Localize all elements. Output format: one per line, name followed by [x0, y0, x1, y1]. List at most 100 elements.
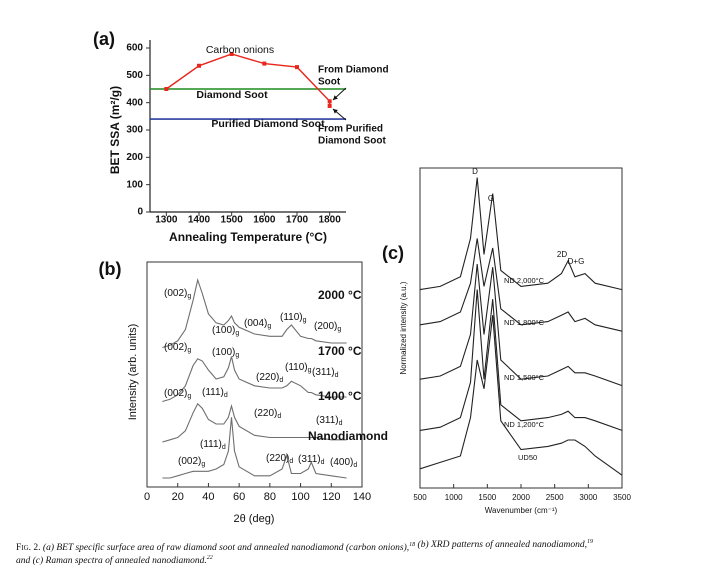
annotation-text: (111)	[202, 387, 224, 398]
point	[229, 52, 234, 57]
series-line	[419, 177, 623, 291]
point	[164, 87, 169, 91]
annotation-sub: d	[289, 458, 293, 465]
annotation-text: (110)	[285, 362, 308, 373]
annotation-sub: g	[187, 347, 191, 354]
annotation: (004)g	[244, 318, 271, 330]
annotation-text: (110)	[280, 312, 303, 323]
x-tick-label: 1300	[155, 215, 178, 226]
caption-text: (b) XRD patterns of annealed nanodiamond…	[415, 539, 587, 550]
series-line	[162, 277, 347, 349]
annotation-text: (002)	[164, 388, 187, 399]
annotation-sub: g	[201, 461, 205, 468]
annotation: (002)g	[164, 388, 191, 400]
x-tick-label: 60	[233, 491, 245, 503]
series-line	[419, 315, 623, 476]
annotation: (311)d	[298, 454, 325, 466]
annotation-sub: d	[339, 420, 343, 427]
annotation: (111)d	[202, 387, 228, 399]
panel: (b) 2θ (deg) Intensity (arb. units) 0 20 40 60…	[99, 259, 388, 525]
annotation-text: (400)	[330, 457, 353, 468]
series-label: ND 2,000°C	[504, 276, 545, 285]
annotation: (311)d	[312, 367, 339, 379]
x-tick-label: 20	[172, 491, 184, 503]
series-label: ND 1,200°C	[504, 420, 545, 429]
annotation: (111)d	[200, 439, 226, 451]
panel-label: (b)	[99, 259, 122, 279]
annotation: (002)g	[164, 288, 191, 300]
plot-frame	[146, 261, 363, 488]
caption-sup: 19	[587, 539, 593, 545]
x-tick-label: 500	[413, 493, 427, 502]
x-tick-label: 1400	[188, 215, 211, 226]
series-line	[162, 402, 347, 443]
panel: (c) Wavenumber (cm⁻¹) Normalized intensity…	[382, 167, 631, 515]
annotation-sub: g	[235, 330, 239, 337]
panel-label: (a)	[93, 29, 115, 49]
annotation: From Purified	[318, 124, 383, 135]
caption: and (c) Raman spectra of annealed nanodi…	[16, 555, 213, 566]
annotation: (002)g	[164, 342, 191, 354]
annotation-sub: d	[224, 392, 228, 399]
annotation: (110)g	[280, 312, 307, 324]
annotation-text: D+G	[568, 257, 585, 266]
series-label: Carbon onions	[206, 44, 274, 56]
annotation: (220)d	[266, 453, 293, 465]
annotation-sub: d	[222, 444, 226, 451]
annotation-text: (111)	[200, 439, 222, 450]
series-label: UD50	[518, 453, 537, 462]
annotation-text: (311)	[312, 367, 335, 378]
annotation-text: (220)	[256, 372, 279, 383]
x-tick-label: 1600	[253, 215, 276, 226]
annotation-text: (002)	[178, 456, 201, 467]
series-label: ND 1,500°C	[504, 373, 545, 382]
y-tick-label: 500	[126, 70, 143, 81]
x-tick-label: 2500	[546, 493, 564, 502]
x-tick-label: 1000	[445, 493, 463, 502]
x-tick-label: 2000	[512, 493, 530, 502]
panel: (a) Annealing Temperature (°C) BET SSA (m²…	[93, 29, 389, 244]
caption-sup: 22	[207, 555, 213, 561]
annotation-sub: d	[335, 372, 339, 379]
caption-text: and (c) Raman spectra of annealed nanodi…	[16, 555, 207, 566]
series-line	[162, 417, 347, 479]
annotation: (400)d	[330, 457, 357, 469]
annotation: (100)g	[212, 325, 239, 337]
point	[262, 61, 267, 66]
series-label: Nanodiamond	[308, 429, 388, 443]
x-axis-label: 2θ (deg)	[234, 513, 275, 525]
annotation: (100)g	[212, 347, 239, 359]
series-line	[419, 263, 623, 387]
annotation-sub: d	[279, 377, 283, 384]
annotation-text: (220)	[266, 453, 289, 464]
annotation-text: (100)	[212, 325, 235, 336]
annotation: (110)g	[285, 362, 312, 374]
reference-label: Diamond Soot	[196, 89, 268, 101]
annotation-text: (200)	[314, 321, 337, 332]
series-line	[419, 289, 623, 431]
annotation: (200)g	[314, 321, 341, 333]
point	[295, 65, 299, 70]
x-tick-label: 40	[202, 491, 214, 503]
annotation: (002)g	[178, 456, 205, 468]
annotation: Diamond Soot	[318, 136, 386, 147]
arrow-head	[333, 95, 338, 100]
reference-label: Purified Diamond Soot	[211, 118, 325, 130]
series-label: 1400 °C	[318, 389, 362, 403]
panel-label: (c)	[382, 243, 404, 263]
x-tick-label: 1700	[286, 215, 309, 226]
x-axis-label: Annealing Temperature (°C)	[169, 230, 327, 244]
annotation-text: (311)	[316, 415, 339, 426]
annotation-text: G	[488, 194, 494, 203]
annotation-sub: g	[267, 323, 271, 330]
annotation: Soot	[318, 77, 341, 88]
annotation-sub: g	[235, 352, 239, 359]
annotation: D	[472, 167, 478, 176]
annotation-sub: g	[187, 293, 191, 300]
arrow-head	[333, 109, 338, 114]
x-axis-label: Wavenumber (cm⁻¹)	[485, 506, 558, 515]
y-tick-label: 300	[126, 125, 143, 136]
caption: Fig. 2. (a) BET specific surface area of…	[16, 539, 593, 553]
